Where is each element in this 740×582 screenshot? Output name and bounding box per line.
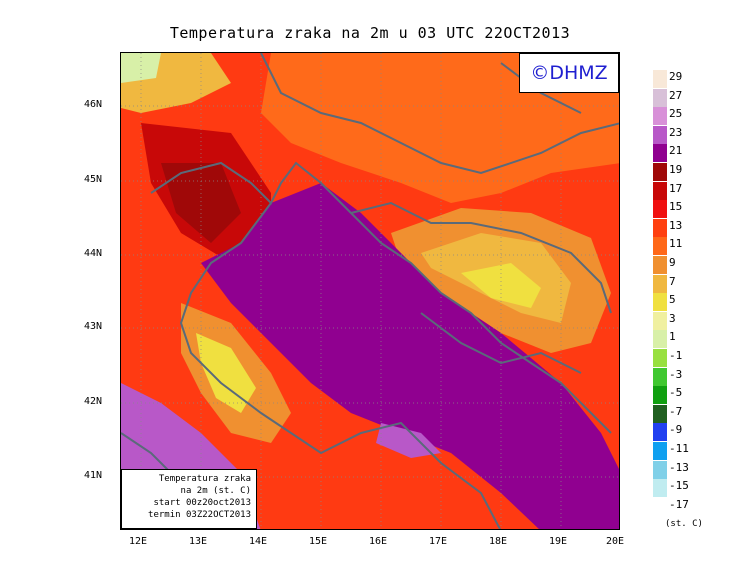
colorbar-label: 13: [669, 218, 683, 232]
infobox-line-3: start 00z20oct2013: [153, 498, 251, 508]
infobox-line-2: na 2m (st. C): [180, 486, 251, 496]
colorbar-swatch: [653, 125, 667, 144]
colorbar-swatch: [653, 386, 667, 405]
legend-infobox: Temperatura zraka na 2m (st. C) start 00…: [121, 469, 257, 529]
colorbar-swatch: [653, 88, 667, 107]
colorbar-swatch: [653, 218, 667, 237]
colorbar-label: -17: [669, 497, 689, 511]
colorbar-label: -3: [669, 367, 683, 381]
lat-label: 45N: [84, 174, 103, 185]
lon-label: 20E: [606, 536, 625, 547]
colorbar-label: 5: [669, 293, 676, 307]
temperature-field: [121, 53, 619, 529]
colorbar-swatch: [653, 404, 667, 423]
colorbar-swatch: [653, 311, 667, 330]
lon-label: 12E: [129, 536, 148, 547]
colorbar-label: 11: [669, 237, 683, 251]
infobox-line-1: Temperatura zraka: [158, 474, 251, 484]
colorbar-label: -9: [669, 423, 683, 437]
infobox-line-4: termin 03Z22OCT2013: [148, 510, 251, 520]
colorbar-swatch: [653, 423, 667, 442]
colorbar-label: -7: [669, 404, 683, 418]
colorbar-label: 23: [669, 125, 683, 139]
lon-label: 18E: [489, 536, 508, 547]
colorbar-label: -15: [669, 479, 689, 493]
colorbar-swatch: [653, 497, 667, 516]
colorbar-swatch: [653, 330, 667, 349]
colorbar-label: 15: [669, 200, 683, 214]
colorbar-swatch: [653, 237, 667, 256]
colorbar-swatch: [653, 460, 667, 479]
colorbar-label: 1: [669, 330, 676, 344]
colorbar-swatch: [653, 293, 667, 312]
temperature-map: ©DHMZ Temperatura zraka na 2m (st. C) st…: [120, 52, 620, 530]
colorbar-unit: (st. C): [665, 519, 703, 529]
lat-label: 42N: [84, 396, 103, 407]
colorbar-label: -1: [669, 349, 683, 362]
colorbar-swatch: [653, 442, 667, 460]
colorbar-label: 25: [669, 107, 683, 121]
lon-label: 13E: [189, 536, 208, 547]
lon-label: 14E: [249, 536, 268, 547]
colorbar-label: -5: [669, 386, 683, 400]
lon-label: 15E: [309, 536, 328, 547]
lat-label: 46N: [84, 99, 103, 110]
colorbar-label: 17: [669, 181, 683, 195]
colorbar-label: 29: [669, 70, 683, 83]
colorbar-swatch: [653, 274, 667, 293]
colorbar-swatch: [653, 144, 667, 163]
lon-label: 17E: [429, 536, 448, 547]
lat-label: 41N: [84, 470, 103, 481]
colorbar-swatch: [653, 256, 667, 274]
colorbar-swatch: [653, 367, 667, 386]
colorbar-swatch: [653, 479, 667, 498]
colorbar-label: -11: [669, 442, 689, 455]
lat-label: 43N: [84, 321, 103, 332]
colorbar-label: 19: [669, 163, 683, 176]
colorbar-label: 3: [669, 311, 676, 325]
colorbar-label: 9: [669, 256, 676, 269]
colorbar-swatch: [653, 70, 667, 88]
colorbar-label: 7: [669, 274, 676, 288]
colorbar-label: 21: [669, 144, 683, 158]
colorbar-swatch: [653, 349, 667, 367]
lon-label: 19E: [549, 536, 568, 547]
dhmz-logo: ©DHMZ: [519, 53, 619, 93]
lat-label: 44N: [84, 248, 103, 259]
colorbar-swatch: [653, 181, 667, 200]
colorbar-swatch: [653, 163, 667, 181]
map-title: Temperatura zraka na 2m u 03 UTC 22OCT20…: [169, 24, 571, 42]
lon-label: 16E: [369, 536, 388, 547]
colorbar-swatch: [653, 200, 667, 219]
colorbar-swatch: [653, 107, 667, 126]
colorbar-label: -13: [669, 460, 689, 474]
colorbar-label: 27: [669, 88, 683, 102]
